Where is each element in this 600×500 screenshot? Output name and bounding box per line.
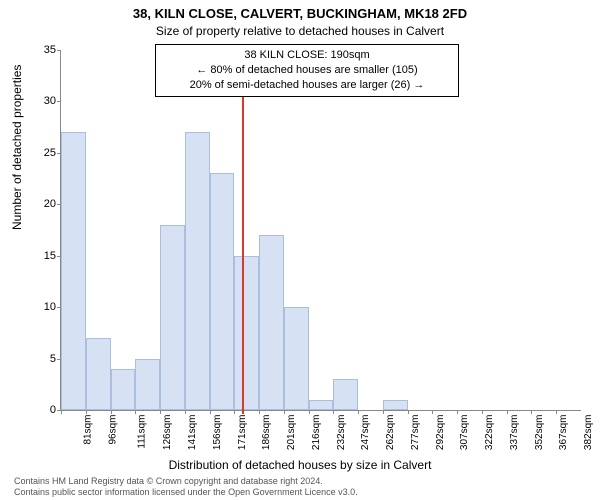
x-tick-label: 337sqm	[509, 415, 520, 451]
histogram-bar	[185, 132, 210, 410]
chart-title-sub: Size of property relative to detached ho…	[0, 24, 600, 38]
x-tick-mark	[160, 410, 161, 414]
y-tick-label: 25	[31, 147, 56, 159]
x-tick-mark	[234, 410, 235, 414]
x-tick-mark	[284, 410, 285, 414]
annotation-line-2: ← 80% of detached houses are smaller (10…	[162, 63, 452, 78]
x-tick-mark	[457, 410, 458, 414]
y-tick-label: 10	[31, 301, 56, 313]
y-tick-mark	[57, 101, 61, 102]
x-axis-label: Distribution of detached houses by size …	[0, 458, 600, 472]
x-tick-mark	[556, 410, 557, 414]
x-tick-label: 186sqm	[261, 415, 272, 451]
chart-container: 38, KILN CLOSE, CALVERT, BUCKINGHAM, MK1…	[0, 0, 600, 500]
x-tick-mark	[111, 410, 112, 414]
x-tick-label: 96sqm	[107, 415, 118, 445]
x-tick-label: 367sqm	[559, 415, 570, 451]
histogram-bar	[160, 225, 185, 410]
x-tick-label: 262sqm	[385, 415, 396, 451]
x-tick-mark	[482, 410, 483, 414]
x-tick-label: 307sqm	[460, 415, 471, 451]
y-tick-label: 35	[31, 44, 56, 56]
chart-title-main: 38, KILN CLOSE, CALVERT, BUCKINGHAM, MK1…	[0, 6, 600, 21]
histogram-bar	[86, 338, 111, 410]
x-tick-label: 277sqm	[410, 415, 421, 451]
plot-area: 0510152025303581sqm96sqm111sqm126sqm141s…	[60, 50, 581, 411]
histogram-bar	[383, 400, 408, 410]
x-tick-mark	[185, 410, 186, 414]
x-tick-label: 247sqm	[360, 415, 371, 451]
x-tick-label: 201sqm	[286, 415, 297, 451]
x-tick-label: 216sqm	[311, 415, 322, 451]
x-tick-mark	[507, 410, 508, 414]
histogram-bar	[210, 173, 235, 410]
histogram-bar	[135, 359, 160, 410]
y-tick-label: 20	[31, 198, 56, 210]
attribution-line-2: Contains public sector information licen…	[14, 487, 586, 498]
x-tick-mark	[259, 410, 260, 414]
y-tick-label: 5	[31, 353, 56, 365]
x-tick-mark	[61, 410, 62, 414]
histogram-bar	[259, 235, 284, 410]
x-tick-label: 352sqm	[534, 415, 545, 451]
histogram-bar	[333, 379, 358, 410]
x-tick-mark	[432, 410, 433, 414]
x-tick-mark	[358, 410, 359, 414]
x-tick-mark	[333, 410, 334, 414]
x-tick-label: 126sqm	[162, 415, 173, 451]
attribution-text: Contains HM Land Registry data © Crown c…	[14, 476, 586, 499]
attribution-line-1: Contains HM Land Registry data © Crown c…	[14, 476, 586, 487]
y-tick-label: 15	[31, 250, 56, 262]
x-tick-label: 81sqm	[83, 415, 94, 445]
x-tick-label: 111sqm	[136, 415, 147, 449]
x-tick-mark	[86, 410, 87, 414]
histogram-bar	[111, 369, 136, 410]
histogram-bar	[309, 400, 334, 410]
x-tick-mark	[309, 410, 310, 414]
x-tick-label: 292sqm	[435, 415, 446, 451]
x-tick-mark	[408, 410, 409, 414]
x-tick-label: 171sqm	[237, 415, 248, 451]
x-tick-label: 322sqm	[484, 415, 495, 451]
x-tick-label: 232sqm	[336, 415, 347, 451]
x-tick-mark	[383, 410, 384, 414]
x-tick-mark	[210, 410, 211, 414]
annotation-line-3: 20% of semi-detached houses are larger (…	[162, 78, 452, 93]
x-tick-label: 382sqm	[583, 415, 594, 451]
y-tick-label: 30	[31, 95, 56, 107]
y-tick-mark	[57, 50, 61, 51]
reference-line-stub	[242, 410, 244, 414]
annotation-line-1: 38 KILN CLOSE: 190sqm	[162, 48, 452, 63]
y-tick-label: 0	[31, 404, 56, 416]
histogram-bar	[234, 256, 259, 410]
x-tick-mark	[135, 410, 136, 414]
reference-line	[242, 50, 244, 410]
y-axis-label: Number of detached properties	[10, 65, 24, 230]
annotation-box: 38 KILN CLOSE: 190sqm ← 80% of detached …	[155, 44, 459, 97]
histogram-bar	[284, 307, 309, 410]
x-tick-label: 156sqm	[212, 415, 223, 451]
x-tick-mark	[531, 410, 532, 414]
x-tick-label: 141sqm	[187, 415, 198, 451]
histogram-bar	[61, 132, 86, 410]
